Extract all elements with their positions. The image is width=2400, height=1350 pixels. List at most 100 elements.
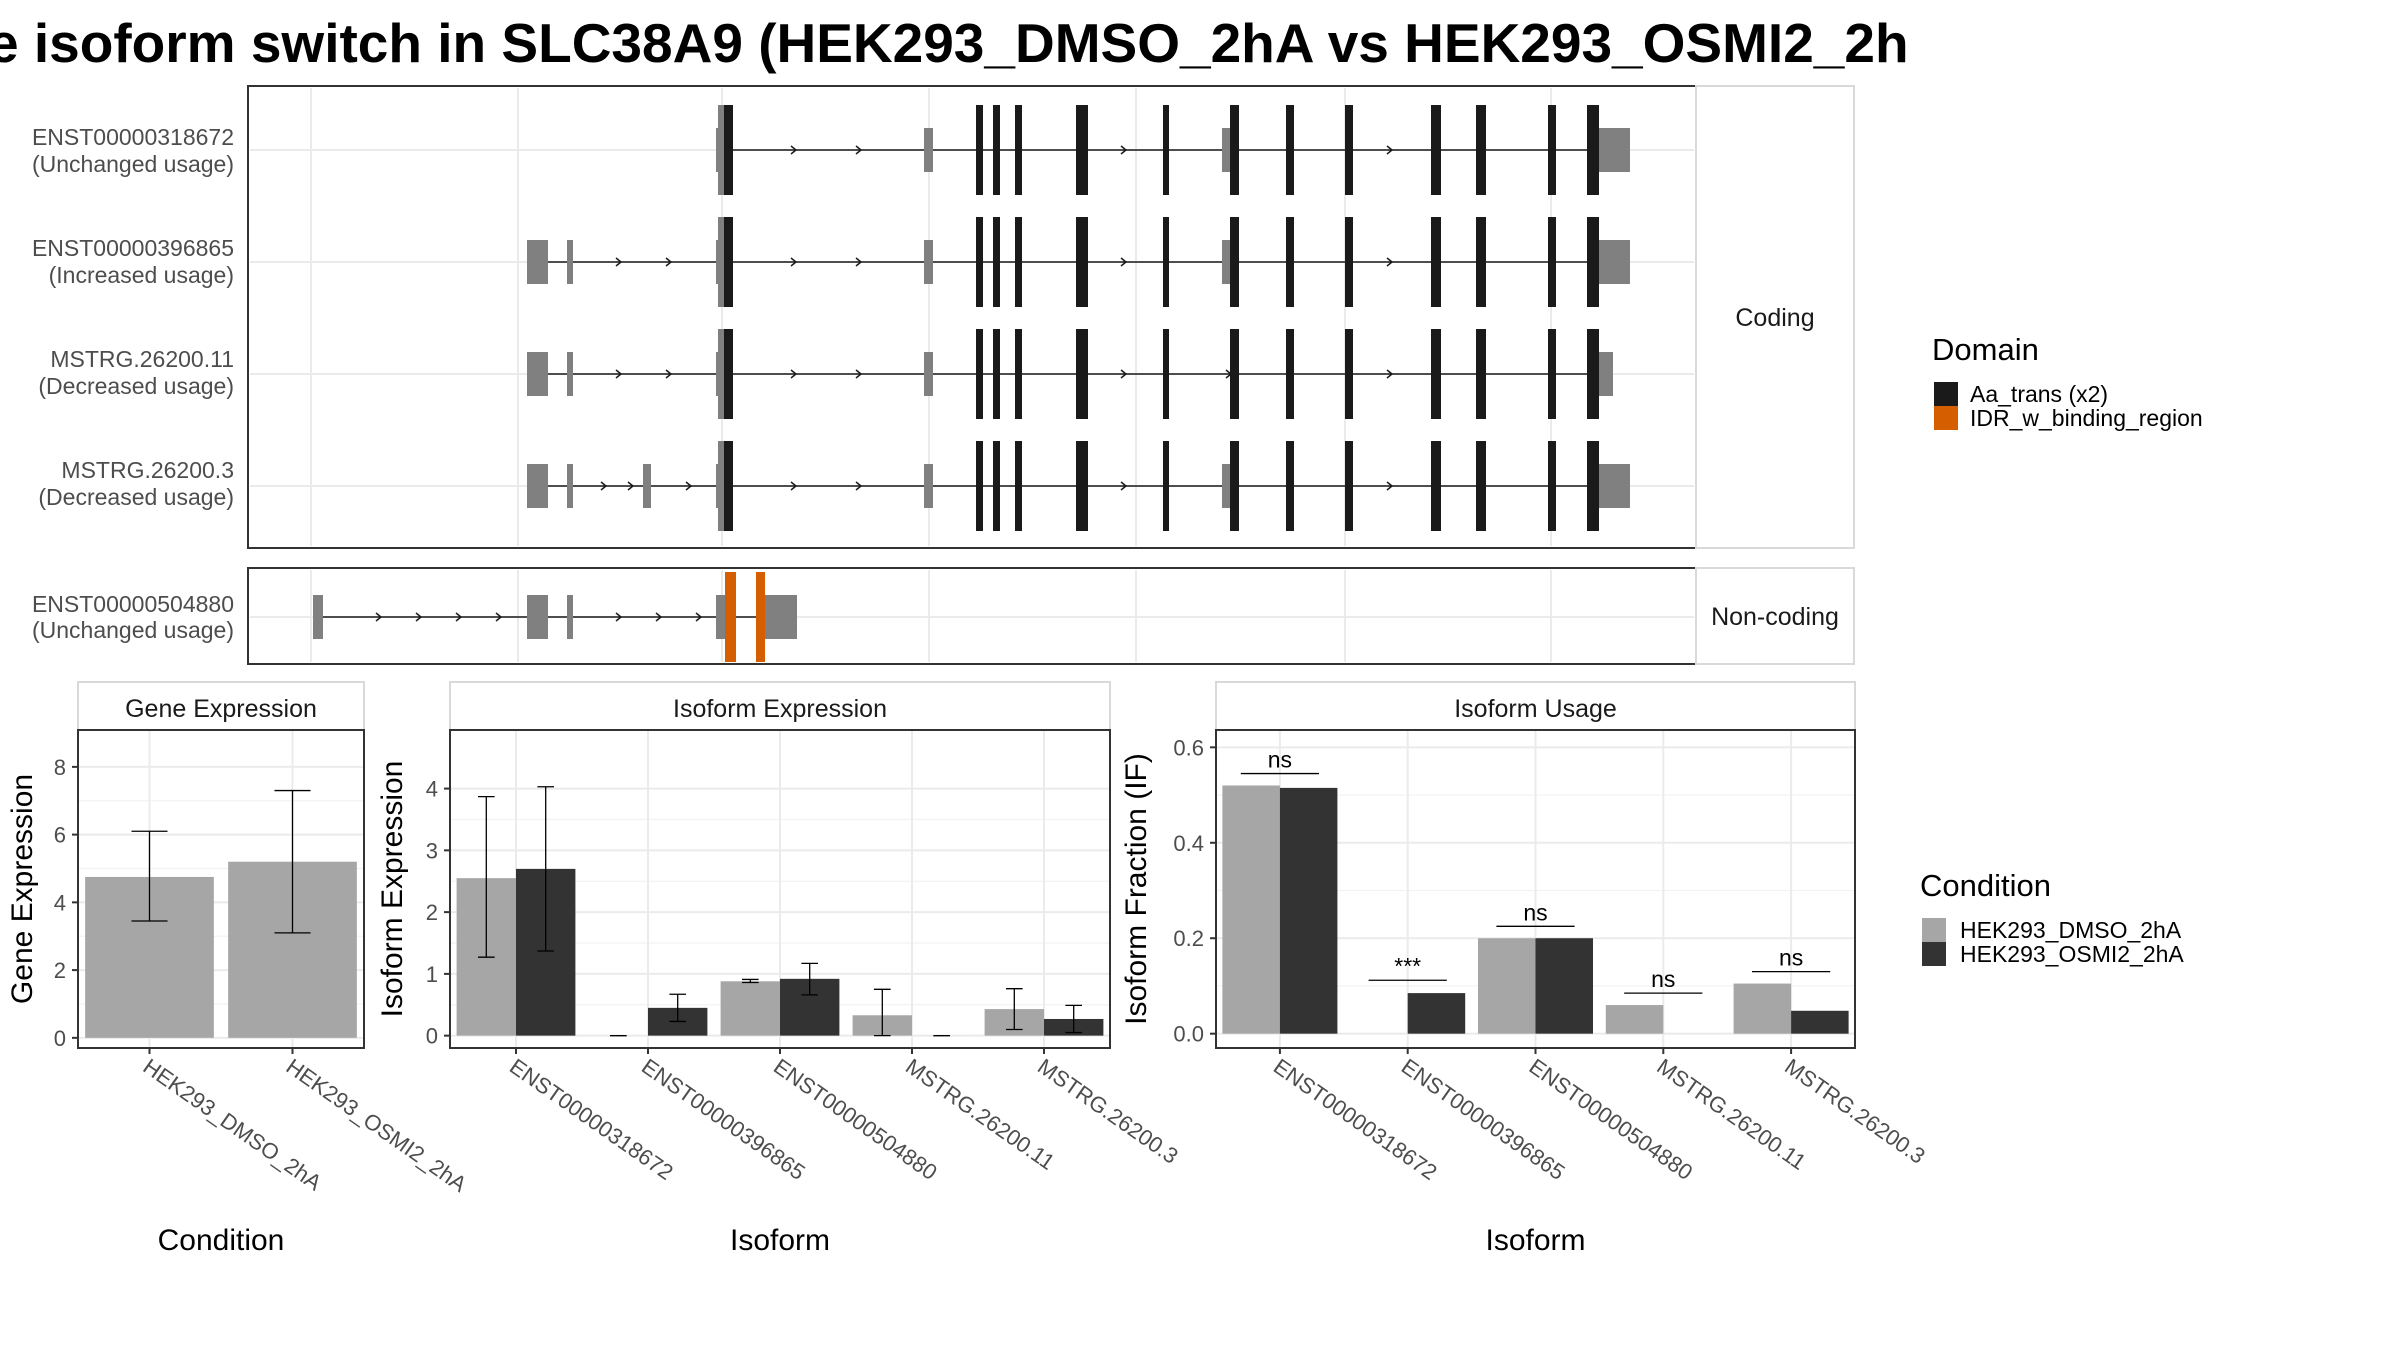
bar: [720, 981, 780, 1036]
figure-title: e isoform switch in SLC38A9 (HEK293_DMSO…: [0, 12, 1909, 74]
y-tick-label: 0: [54, 1026, 66, 1051]
x-axis-title: Isoform: [730, 1224, 830, 1257]
exon-cds: [976, 217, 983, 307]
isoform-expression-chart: Isoform Expression01234ENST00000318672EN…: [376, 681, 1183, 1257]
y-tick-label: 2: [426, 900, 438, 925]
exon-cds: [1431, 105, 1441, 195]
exon-cds: [1076, 329, 1088, 419]
bar: [1733, 983, 1792, 1034]
intron-arrow: [790, 145, 798, 155]
exon-utr: [1599, 464, 1630, 508]
significance-label: ns: [1268, 747, 1292, 773]
legend-label-dmso: HEK293_DMSO_2hA: [1960, 917, 2182, 943]
exon-cds: [1431, 329, 1441, 419]
panel-title: Isoform Expression: [673, 695, 887, 723]
y-tick-label: 8: [54, 755, 66, 780]
intron-arrow: [665, 369, 673, 379]
y-tick-label: 4: [426, 777, 438, 802]
exon-cds: [1230, 441, 1239, 531]
intron-arrow: [1386, 145, 1394, 155]
transcript-label-id: MSTRG.26200.11: [50, 346, 234, 372]
legend-key-dmso: [1922, 918, 1946, 942]
y-tick-label: 0: [426, 1024, 438, 1049]
intron-arrow: [695, 612, 703, 622]
domain-legend: Domain Aa_trans (x2) IDR_w_binding_regio…: [1932, 332, 2203, 431]
intron-arrow: [1120, 369, 1128, 379]
intron-arrow: [855, 145, 863, 155]
intron-arrow: [615, 369, 623, 379]
intron-arrow: [1386, 481, 1394, 491]
x-axis-title: Isoform: [1485, 1224, 1585, 1257]
significance-label: ns: [1651, 966, 1675, 992]
exon-cds: [976, 441, 983, 531]
intron-arrow: [1120, 145, 1128, 155]
exon-utr: [1599, 128, 1630, 172]
exon-cds: [1015, 441, 1022, 531]
intron-arrow: [1386, 257, 1394, 267]
bar: [1535, 938, 1594, 1034]
exon-cds: [1548, 329, 1556, 419]
bar: [1791, 1010, 1849, 1034]
exon-utr: [924, 128, 933, 172]
exon-utr: [567, 352, 573, 396]
exon-cds: [1476, 105, 1486, 195]
exon-utr: [924, 464, 933, 508]
exon-cds: [1015, 105, 1022, 195]
exon-cds: [1163, 329, 1169, 419]
coding-strip: [1695, 85, 1855, 549]
legend-label-aa-trans: Aa_trans (x2): [1970, 381, 2108, 407]
significance-label: ns: [1779, 945, 1803, 971]
condition-legend: Condition HEK293_DMSO_2hA HEK293_OSMI2_2…: [1920, 868, 2184, 967]
transcript-label-usage: (Decreased usage): [38, 373, 234, 399]
exon-utr: [527, 240, 548, 284]
exon-idr-domain: [756, 572, 765, 662]
intron-arrow: [790, 257, 798, 267]
noncoding-strip: [1695, 567, 1855, 665]
exon-cds: [993, 329, 1000, 419]
exon-utr: [567, 595, 573, 639]
y-tick-label: 0.6: [1173, 735, 1204, 760]
intron-arrow: [1120, 481, 1128, 491]
intron-arrow: [627, 481, 635, 491]
exon-cds: [1431, 217, 1441, 307]
panel-strip: [449, 681, 1111, 731]
exon-utr: [527, 464, 548, 508]
exon-cds: [1286, 441, 1294, 531]
transcript-label-usage: (Unchanged usage): [32, 151, 234, 177]
exon-utr: [1222, 464, 1230, 508]
exon-cds: [1286, 105, 1294, 195]
intron-arrow: [855, 481, 863, 491]
y-axis-title: Isoform Fraction (IF): [1120, 753, 1153, 1025]
intron-arrow: [1386, 369, 1394, 379]
exon-cds: [1076, 441, 1088, 531]
exon-cds: [1431, 441, 1441, 531]
intron-arrow: [615, 257, 623, 267]
intron-arrow: [495, 612, 503, 622]
exon-cds: [1548, 105, 1556, 195]
domain-legend-title: Domain: [1932, 332, 2039, 367]
exon-cds: [1476, 217, 1486, 307]
exon-cds: [1163, 441, 1169, 531]
x-axis-title: Condition: [158, 1224, 285, 1257]
y-tick-label: 6: [54, 823, 66, 848]
intron-arrow: [455, 612, 463, 622]
coding-strip-label: Coding: [1735, 304, 1814, 332]
exon-cds: [1015, 217, 1022, 307]
legend-key-idr: [1934, 406, 1958, 430]
panel-strip: [77, 681, 365, 731]
intron-arrow: [375, 612, 383, 622]
exon-utr: [643, 464, 651, 508]
exon-cds: [1548, 441, 1556, 531]
exon-cds: [993, 105, 1000, 195]
exon-cds: [1230, 105, 1239, 195]
exon-utr: [1599, 352, 1613, 396]
coding-panel: [247, 85, 1697, 549]
intron-arrow: [1120, 257, 1128, 267]
intron-arrow: [655, 612, 663, 622]
exon-cds: [1076, 217, 1088, 307]
exon-cds: [1286, 217, 1294, 307]
transcript-label-usage: (Unchanged usage): [32, 617, 234, 643]
bar: [1222, 785, 1280, 1034]
